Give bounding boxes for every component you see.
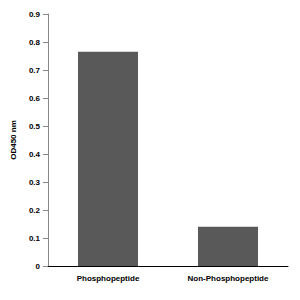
svg-text:0.1: 0.1	[29, 234, 41, 243]
svg-text:0.8: 0.8	[29, 38, 41, 47]
svg-text:0.5: 0.5	[29, 122, 41, 131]
svg-text:0.4: 0.4	[29, 150, 41, 159]
svg-text:0.9: 0.9	[29, 10, 41, 19]
svg-text:0.3: 0.3	[29, 178, 41, 187]
svg-text:OD450 nm: OD450 nm	[9, 120, 18, 160]
svg-text:Phosphopeptide: Phosphopeptide	[77, 274, 140, 283]
svg-text:0.7: 0.7	[29, 66, 41, 75]
svg-text:0.6: 0.6	[29, 94, 41, 103]
svg-text:Non-Phosphopeptide: Non-Phosphopeptide	[188, 274, 269, 283]
svg-text:0: 0	[36, 262, 41, 271]
svg-text:0.2: 0.2	[29, 206, 41, 215]
